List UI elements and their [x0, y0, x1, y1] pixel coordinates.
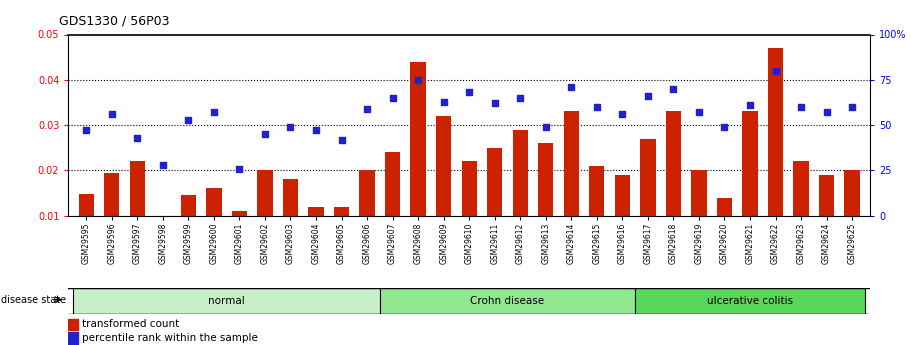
Bar	[538, 143, 553, 261]
Bar	[78, 194, 94, 261]
Point	[181, 117, 196, 122]
Bar	[717, 197, 732, 261]
Text: ulcerative colitis: ulcerative colitis	[707, 296, 793, 306]
Point	[156, 162, 170, 168]
Bar	[691, 170, 707, 261]
Bar	[793, 161, 809, 261]
Bar	[359, 170, 374, 261]
Point	[207, 110, 221, 115]
Point	[768, 68, 783, 73]
Bar	[564, 111, 579, 261]
Bar	[615, 175, 630, 261]
Point	[334, 137, 349, 142]
Point	[130, 135, 145, 140]
Point	[360, 106, 374, 111]
Point	[844, 104, 859, 110]
Point	[564, 84, 578, 90]
Bar	[436, 116, 451, 261]
Point	[79, 128, 94, 133]
Point	[105, 111, 119, 117]
Bar	[462, 161, 476, 261]
Bar	[844, 170, 860, 261]
Point	[538, 124, 553, 130]
Point	[819, 110, 834, 115]
Point	[411, 77, 425, 82]
Bar	[155, 216, 170, 261]
Bar	[129, 161, 145, 261]
Point	[385, 95, 400, 101]
Text: GDS1330 / 56P03: GDS1330 / 56P03	[59, 14, 169, 28]
Bar	[333, 207, 349, 261]
Point	[436, 99, 451, 104]
Bar	[742, 111, 758, 261]
Text: percentile rank within the sample: percentile rank within the sample	[82, 333, 258, 343]
Bar	[768, 48, 783, 261]
Bar	[231, 211, 247, 261]
Point	[666, 86, 681, 91]
Text: Crohn disease: Crohn disease	[470, 296, 545, 306]
Text: normal: normal	[209, 296, 245, 306]
Point	[589, 104, 604, 110]
Point	[283, 124, 298, 130]
Bar	[635, 288, 865, 314]
Bar	[589, 166, 605, 261]
Point	[513, 95, 527, 101]
Bar	[380, 288, 635, 314]
Bar	[411, 62, 425, 261]
Point	[232, 166, 247, 171]
Point	[258, 131, 272, 137]
Bar	[257, 170, 272, 261]
Point	[309, 128, 323, 133]
Bar	[282, 179, 298, 261]
Bar	[308, 207, 323, 261]
Bar	[104, 172, 119, 261]
Bar	[640, 139, 656, 261]
Point	[742, 102, 757, 108]
Bar	[68, 319, 78, 330]
Point	[640, 93, 655, 99]
Point	[793, 104, 808, 110]
Bar	[180, 195, 196, 261]
Point	[615, 111, 630, 117]
Bar	[513, 130, 527, 261]
Bar	[819, 175, 834, 261]
Text: disease state: disease state	[2, 295, 67, 305]
Point	[462, 90, 476, 95]
Bar	[206, 188, 221, 261]
Bar	[68, 332, 78, 344]
Bar	[666, 111, 681, 261]
Point	[487, 101, 502, 106]
Text: transformed count: transformed count	[82, 319, 179, 329]
Point	[691, 110, 706, 115]
Point	[717, 124, 732, 130]
Bar	[74, 288, 380, 314]
Bar	[487, 148, 502, 261]
Bar	[385, 152, 400, 261]
